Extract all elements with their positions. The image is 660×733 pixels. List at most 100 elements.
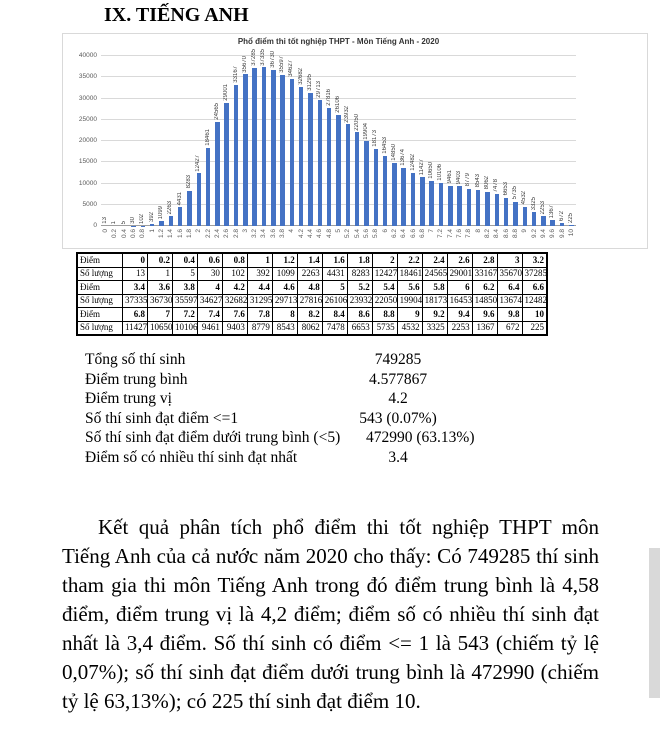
table-cell: 672 [496,320,523,336]
histogram-bar [522,206,528,226]
table-cell: 34627 [196,293,223,308]
table-cell: 10106 [171,320,198,336]
stat-row: Tổng số thí sinh 749285 [85,350,565,370]
table-cell: 2.2 [396,252,423,268]
histogram-bar [233,85,239,226]
bar-value-label: 2263 [167,201,174,215]
table-cell: 23932 [346,293,373,308]
table-cell: 5 [171,266,198,281]
table-cell: 3 [496,252,523,268]
x-axis-tick-label: 6.4 [400,229,408,239]
bar-value-label: 37335 [260,48,267,66]
y-axis-tick-label: 20000 [78,137,97,144]
x-axis-tick-label: 4.6 [316,229,324,239]
row-header: Điểm [76,307,123,322]
bar-value-label: 13 [102,217,109,224]
x-axis-tick-label: 9.2 [530,229,538,239]
table-cell: 2253 [446,320,473,336]
table-cell: 18173 [421,293,448,308]
bar-value-label: 12427 [195,154,202,172]
histogram-bar [513,201,518,226]
bar-value-label: 30 [130,217,137,224]
histogram-bar [205,147,211,226]
bar-value-label: 11427 [418,159,425,176]
table-cell: 8.2 [296,307,323,322]
table-cell: 1 [246,252,273,268]
stat-value: 3.4 [388,448,408,466]
analysis-paragraph: Kết quả phân tích phổ điểm thi tốt nghiệ… [62,515,599,713]
table-cell: 1.8 [346,252,373,268]
table-cell: 13674 [496,293,523,308]
histogram-bar [373,148,378,226]
table-cell: 10650 [146,320,173,336]
histogram-bar [317,99,323,226]
histogram-bar [354,132,360,226]
histogram-bar [392,162,397,226]
table-cell: 6 [446,280,473,295]
table-cell: 11427 [122,320,148,336]
histogram-bar [159,221,164,226]
stat-label: Số thí sinh đạt điểm <=1 [85,409,239,427]
stats-list: Tổng số thí sinh 749285 Điểm trung bình 4.5… [85,350,565,468]
x-axis-tick-label: 9.6 [549,229,557,239]
histogram-bar [531,211,537,226]
x-axis-tick-label: 6.2 [390,229,398,239]
stat-value: 4.577867 [368,370,428,388]
table-row: Điểm 3.4 3.6 3.8 4 4.2 4.4 4.6 4.8 5 5.2 5.4 5.6 5.8 6… [76,280,548,295]
histogram-bar [475,189,481,226]
x-axis-tick-label: 2.8 [232,229,240,239]
histogram-bar [252,67,257,226]
histogram-bar [457,186,462,226]
table-cell: 19904 [396,293,423,308]
scrollbar-artifact [649,548,660,698]
table-cell: 9403 [221,320,248,336]
x-axis-tick-label: 6.6 [409,229,417,239]
x-axis-tick-label: 3.4 [260,229,268,239]
x-axis-tick-label: 5.4 [353,229,361,239]
x-axis-tick-label: 6 [381,229,389,233]
stat-label: Điểm trung vị [85,390,172,408]
x-axis-tick-label: 7.4 [446,229,454,239]
bar-value-label: 18173 [372,130,379,147]
table-cell: 8.6 [346,307,373,322]
table-cell: 1367 [471,320,498,336]
table-cell: 1099 [271,266,298,281]
table-cell: 4.4 [246,280,273,295]
x-axis-tick-label: 3 [241,229,249,233]
histogram-bar [345,124,351,226]
table-cell: 5.6 [396,280,423,295]
table-cell: 12482 [521,293,548,308]
row-header: Điểm [76,252,123,268]
table-row: Điểm 0 0.2 0.4 0.6 0.8 1 1.2 1.4 1.6 1.8 2 2.2 2.4 2.6… [76,252,548,268]
histogram-bar [289,78,295,226]
table-cell: 7.6 [221,307,248,322]
table-cell: 3.4 [122,280,148,295]
histogram-bar [364,141,369,226]
bar-value-label: 6653 [502,182,509,196]
bar-value-label: 29001 [223,84,230,101]
x-axis-tick-label: 6.8 [418,229,426,239]
stat-label: Số thí sinh đạt điểm dưới trung bình (<5… [85,429,341,447]
x-axis-tick-label: 0.6 [130,229,138,239]
table-cell: 32682 [221,293,248,308]
table-cell: 2 [371,252,398,268]
bar-value-label: 14850 [390,144,397,161]
table-cell: 2.8 [471,252,498,268]
histogram-bar [168,216,174,226]
stat-value: 543 (0.07%) [359,409,437,427]
x-axis-tick-label: 9.8 [558,229,566,239]
bar-value-label: 27816 [325,89,332,106]
bar-value-label: 8283 [185,175,192,189]
stat-value: 4.2 [388,390,408,408]
table-cell: 0.6 [196,252,223,268]
x-axis-tick-label: 4.4 [307,229,315,239]
y-axis-tick-label: 25000 [78,115,97,123]
table-cell: 6653 [346,320,373,336]
table-cell: 10 [521,307,548,322]
x-axis-tick-label: 2.6 [223,229,231,239]
table-cell: 18461 [396,266,423,281]
y-axis-tick-label: 10000 [78,179,97,187]
table-cell: 0.8 [221,252,248,268]
histogram-bar [569,225,574,226]
histogram-bar [271,69,276,226]
